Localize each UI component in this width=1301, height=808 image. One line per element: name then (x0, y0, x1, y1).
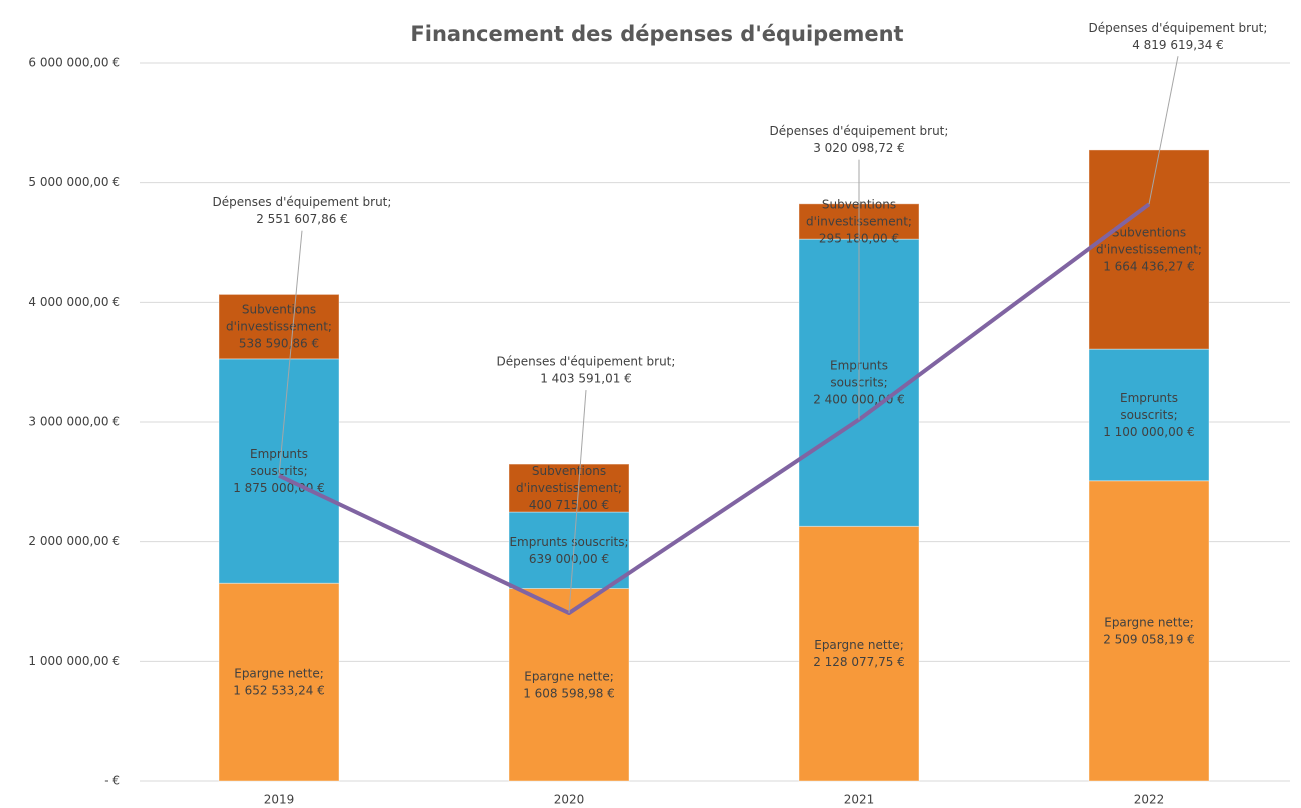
leader-line (278, 230, 303, 476)
data-label: Epargne nette; 2 509 058,19 € (1103, 615, 1195, 646)
bar-segment (218, 293, 340, 360)
data-label: Epargne nette; 1 608 598,98 € (523, 669, 615, 700)
line (278, 202, 1151, 616)
data-label: Subventions d'investissement; 538 590,86 € (226, 302, 332, 350)
data-label: Subventions d'investissement; 1 664 436,27… (1096, 225, 1202, 273)
y-tick-label: - € (104, 774, 120, 788)
x-tick-label: 2020 (554, 793, 585, 807)
bar-segment (1088, 480, 1210, 782)
x-tick-label: 2021 (844, 793, 875, 807)
bar-segment (508, 511, 630, 590)
bar-segment (508, 463, 630, 513)
data-label: Dépenses d'équipement brut; 1 403 591,01 … (497, 354, 676, 385)
bar-segment (798, 525, 920, 782)
chart-title: Financement des dépenses d'équipement (410, 22, 903, 46)
y-tick-label: 1 000 000,00 € (28, 654, 120, 668)
y-tick-label: 2 000 000,00 € (28, 534, 120, 548)
x-tick-label: 2019 (264, 793, 295, 807)
data-label: Dépenses d'équipement brut; 3 020 098,72 … (770, 124, 949, 155)
data-label: Epargne nette; 2 128 077,75 € (813, 638, 905, 669)
bar-segment (1088, 348, 1210, 482)
y-tick-label: 5 000 000,00 € (28, 175, 120, 189)
bar-segment (508, 588, 630, 782)
y-tick-label: 6 000 000,00 € (28, 56, 120, 70)
bar-segment (1088, 149, 1210, 350)
data-label: Subventions d'investissement; 400 715,00 € (516, 464, 622, 512)
data-label: Emprunts souscrits; 1 100 000,00 € (1103, 390, 1195, 438)
x-tick-label: 2022 (1134, 793, 1165, 807)
leader-line (568, 389, 587, 614)
data-label: Dépenses d'équipement brut; 4 819 619,34 … (1089, 20, 1268, 51)
data-label: Epargne nette; 1 652 533,24 € (233, 666, 325, 697)
leader-line (1148, 56, 1179, 205)
data-label: Emprunts souscrits; 639 000,00 € (509, 534, 628, 565)
y-tick-label: 4 000 000,00 € (28, 295, 120, 309)
data-label: Dépenses d'équipement brut; 2 551 607,86 … (213, 195, 392, 226)
bar-segment (218, 582, 340, 782)
y-tick-label: 3 000 000,00 € (28, 415, 120, 429)
